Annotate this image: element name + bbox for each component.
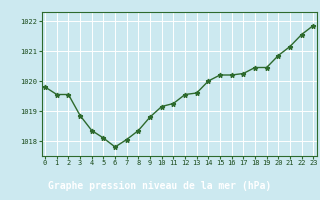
Text: Graphe pression niveau de la mer (hPa): Graphe pression niveau de la mer (hPa): [48, 181, 272, 191]
